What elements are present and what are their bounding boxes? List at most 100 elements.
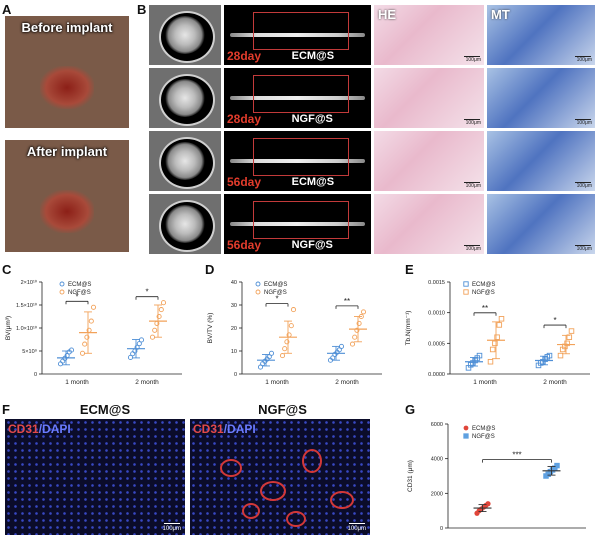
micro-ct-cross-section — [149, 5, 221, 65]
data-point — [566, 334, 573, 340]
y-tick-label: 30 — [231, 303, 237, 309]
surgical-site — [39, 190, 95, 233]
significance-label: * — [75, 292, 78, 301]
chart-tb-n: 0.0000 0.0005 0.0010 0.0015 Tb.N(mm⁻¹) 1 mont… — [405, 280, 590, 386]
data-point — [149, 334, 156, 340]
legend-marker — [463, 425, 469, 431]
data-point — [134, 344, 140, 350]
stain-label: CD31/DAPI — [193, 422, 256, 436]
micro-ct-cross-section — [149, 68, 221, 128]
legend-label: NGF@S — [472, 290, 495, 296]
bone-fill — [164, 15, 206, 55]
significance-label: ** — [344, 297, 350, 306]
data-point — [268, 350, 275, 356]
y-tick-label: 20 — [231, 326, 237, 332]
y-axis-label: BV/TV (%) — [207, 313, 214, 344]
he-stain-image: 100μm — [374, 68, 484, 128]
chart-cd31: 0 2000 4000 6000 CD31 (μm) *** ECM@S NGF@S — [407, 422, 586, 532]
panel-d-letter: D — [205, 262, 215, 277]
y-tick-label: 0.0010 — [428, 311, 445, 317]
scale-bar-label: 100μm — [162, 526, 181, 532]
x-tick-label: 1 month — [265, 379, 289, 386]
surgical-site — [39, 66, 95, 109]
data-point — [160, 300, 167, 306]
data-point — [496, 322, 503, 328]
data-point — [257, 364, 264, 370]
skull-bone — [229, 95, 366, 101]
scale-bar-line — [164, 523, 180, 524]
he-stain-image: 100μm — [374, 194, 484, 254]
data-point — [290, 307, 297, 313]
data-point — [568, 328, 575, 334]
y-tick-label: 0.0005 — [428, 341, 445, 347]
group-label: NGF@S — [291, 239, 333, 251]
data-point — [564, 340, 570, 347]
data-point — [557, 352, 564, 359]
y-tick-label: 10 — [231, 349, 237, 355]
dapi-nuclei — [190, 419, 370, 535]
group-label: ECM@S — [291, 50, 335, 62]
data-point — [88, 318, 94, 324]
y-tick-label: 0.0000 — [428, 372, 445, 378]
legend-marker — [59, 281, 65, 287]
legend-marker — [463, 281, 469, 287]
data-point — [282, 346, 288, 352]
data-point — [156, 313, 162, 320]
timepoint-label: 28day — [227, 112, 262, 126]
legend-label: NGF@S — [68, 290, 91, 296]
scale-bar-line — [464, 119, 480, 120]
y-tick-label: 0.0015 — [428, 280, 445, 286]
he-stain-image: 100μm — [374, 131, 484, 191]
chart-bv: 0 5×10⁹ 1.0×10¹⁰ 1.5×10¹⁰ 2×10¹⁰ BV(μm³) 1 mon… — [5, 279, 182, 386]
legend-label: ECM@S — [472, 426, 495, 432]
scale-bar-line — [464, 182, 480, 183]
data-point — [476, 352, 483, 359]
y-tick-label: 4000 — [431, 457, 443, 463]
y-tick-label: 1.5×10¹⁰ — [16, 302, 38, 309]
data-point — [284, 339, 290, 345]
legend-marker — [59, 289, 65, 295]
panel-f-letter: F — [2, 402, 10, 417]
significance-label: * — [145, 288, 148, 297]
data-point — [485, 501, 491, 507]
micro-ct-longitudinal: 56day NGF@S — [224, 194, 371, 254]
mt-stain-image: 100μm MT — [487, 5, 595, 65]
y-tick-label: 0 — [34, 372, 37, 378]
significance-label: * — [553, 316, 556, 325]
scale-bar-line — [575, 56, 591, 57]
data-point — [79, 350, 86, 356]
scale-bar-line — [575, 245, 591, 246]
panel-g-letter: G — [405, 402, 416, 417]
scale-bar-label: 100μm — [465, 183, 481, 189]
mt-stain-image: 100μm — [487, 131, 595, 191]
legend-label: ECM@S — [264, 282, 287, 288]
roi-box — [253, 138, 350, 177]
skull-bone — [229, 221, 366, 227]
x-tick-label: 2 month — [335, 379, 359, 386]
y-tick-label: 2000 — [431, 491, 443, 497]
panel-a-letter: A — [2, 2, 12, 17]
fluo-right-title: NGF@S — [258, 402, 307, 417]
data-point — [90, 304, 97, 310]
micro-ct-cross-section — [149, 131, 221, 191]
data-point — [138, 337, 145, 343]
cd31-vessel — [286, 511, 306, 527]
data-point — [152, 327, 158, 333]
data-point — [57, 361, 64, 367]
micro-ct-longitudinal: 28day NGF@S — [224, 68, 371, 128]
y-axis-label: Tb.N(mm⁻¹) — [405, 311, 412, 346]
data-point — [158, 307, 164, 313]
legend-marker — [255, 281, 261, 287]
group-label: ECM@S — [291, 176, 335, 188]
he-stain-image: 100μm HE — [374, 5, 484, 65]
scale-bar-line — [464, 56, 480, 57]
data-point — [288, 323, 294, 329]
scale-bar-label: 100μm — [465, 120, 481, 126]
x-tick-label: 2 month — [135, 379, 159, 386]
cd31-vessel — [330, 491, 354, 509]
cd31-vessel — [242, 503, 260, 519]
data-point — [354, 327, 360, 333]
y-tick-label: 2×10¹⁰ — [21, 279, 38, 286]
micro-ct-cross-section — [149, 194, 221, 254]
